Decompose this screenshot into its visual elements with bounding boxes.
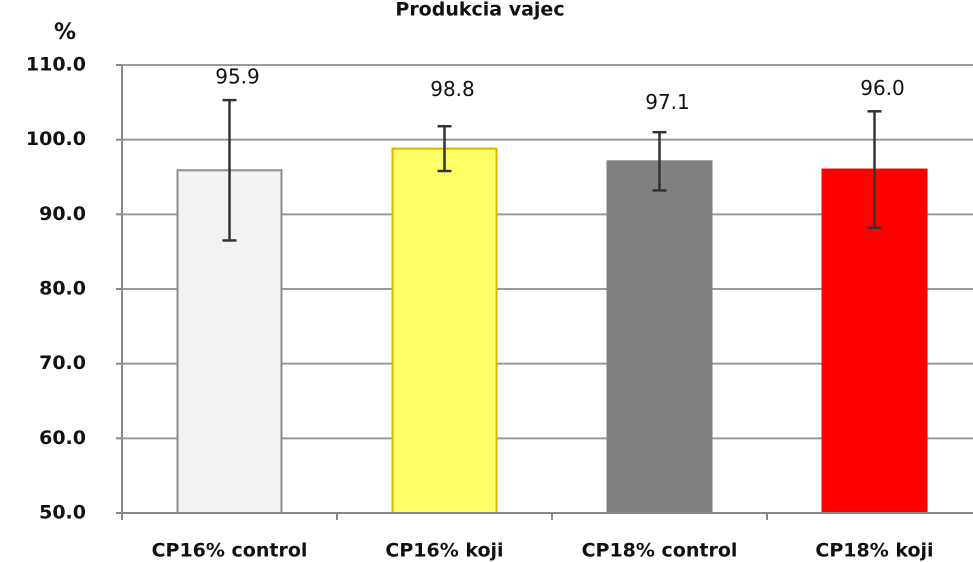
x-tick-label: CP18% control [582,540,738,562]
bar [606,160,713,514]
value-label: 97.1 [645,90,690,114]
value-label: 98.8 [430,77,475,101]
y-tick-label: 80.0 [39,278,86,300]
value-label: 95.9 [215,65,260,89]
value-label: 96.0 [860,76,905,100]
x-tick-label: CP16% koji [385,540,503,562]
bar [391,147,498,514]
y-tick-label: 70.0 [39,352,86,374]
y-axis-label: % [54,20,76,45]
x-tick-label: CP16% control [152,540,308,562]
y-tick-label: 50.0 [39,502,86,524]
y-tick-label: 110.0 [26,54,86,76]
y-tick-label: 100.0 [26,128,86,150]
x-tick-label: CP18% koji [815,540,933,562]
chart-title: Produkcia vajec [395,0,564,21]
y-tick-label: 90.0 [39,203,86,225]
y-tick-label: 60.0 [39,427,86,449]
